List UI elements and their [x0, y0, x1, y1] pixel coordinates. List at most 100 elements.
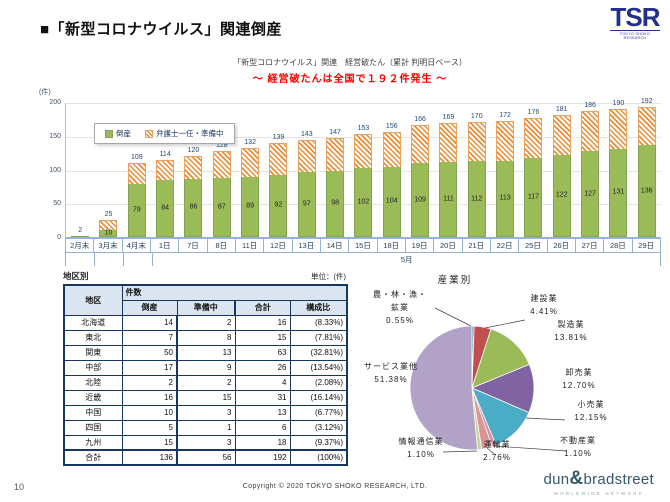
bar-stack: 113 — [496, 120, 515, 237]
y-axis-unit-label: (件) — [39, 89, 51, 96]
region-table-corner-header: 地区 — [63, 284, 123, 316]
bar-column: 109 79 — [123, 154, 151, 237]
region-table: 地区 件数 倒産 準備中 合計 構成比 北海道 14 2 16 (8.33%) 東北 7 8 1… — [63, 284, 348, 466]
bar-value-label: 122 — [555, 191, 568, 199]
table-cell: 31 — [234, 389, 291, 406]
bar-total-label: 190 — [612, 99, 625, 107]
table-cell: 192 — [234, 449, 291, 466]
pie-chart-title: 産業別 — [437, 275, 473, 286]
x-axis-label: 26日 — [546, 238, 575, 253]
bar-segment-junbichuu — [524, 118, 543, 159]
bar-column: 192 136 — [633, 98, 661, 237]
table-cell: 近畿 — [63, 389, 123, 406]
bar-column: 166 109 — [406, 116, 434, 237]
table-cell: 136 — [121, 449, 178, 466]
month-row-spacer — [65, 253, 94, 266]
bar-segment-tousan: 84 — [156, 180, 175, 237]
bar-column: 147 98 — [321, 129, 349, 237]
bar-segment-junbichuu — [354, 133, 373, 169]
bar-total-label: 25 — [104, 211, 113, 219]
bar-total-label: 169 — [442, 113, 455, 121]
pie-leader-line — [493, 445, 568, 452]
bar-value-label: 98 — [331, 199, 340, 207]
bar-total-label: 132 — [244, 138, 256, 146]
pie-label-pct: 1.10% — [564, 449, 592, 458]
bar-segment-tousan: 113 — [496, 160, 515, 237]
bar-total-label: 143 — [300, 131, 313, 139]
bar-value-label: 87 — [217, 203, 226, 211]
dnb-logo-text: dun&bradstreet — [543, 468, 654, 489]
bar-column: 2 — [66, 227, 94, 237]
month-row-spacer — [94, 253, 123, 266]
table-cell: 16 — [121, 389, 178, 406]
tsr-logo-subtext: TOKYO SHOKO RESEARCH — [610, 30, 660, 40]
table-row: 東北 7 8 15 (7.81%) — [63, 329, 348, 346]
table-cell: 九州 — [63, 434, 123, 451]
table-row: 近畿 16 15 31 (16.14%) — [63, 389, 348, 406]
page-number: 10 — [14, 482, 25, 492]
bar-total-label: 2 — [78, 226, 83, 234]
bar-stack: 136 — [637, 107, 656, 237]
bar-value-label: 136 — [640, 187, 653, 195]
x-axis-label: 12日 — [263, 238, 292, 253]
table-cell: 10 — [121, 404, 178, 421]
bar-segment-tousan: 109 — [411, 163, 430, 237]
bar-value-label: 10 — [104, 229, 113, 237]
table-cell: 8 — [176, 329, 236, 346]
bar-segment-tousan: 79 — [127, 183, 146, 237]
bar-stack — [71, 235, 90, 237]
table-cell: (32.81%) — [289, 344, 348, 361]
bar-segment-junbichuu — [297, 140, 316, 172]
region-table-section: 地区別 単位：(件) 地区 件数 倒産 準備中 合計 構成比 北海道 14 2 16(… — [63, 270, 348, 466]
region-table-title: 地区別 — [63, 271, 89, 281]
x-axis-label: 4月末 — [121, 238, 150, 253]
bar-stack: 104 — [382, 131, 401, 237]
pie-label-pct: 4.41% — [530, 307, 558, 316]
bar-segment-tousan: 98 — [326, 170, 345, 237]
table-cell: 6 — [234, 419, 291, 436]
pie-label-pct: 1.10% — [407, 450, 435, 459]
pie-label-pct: 2.76% — [483, 453, 511, 462]
x-axis-label: 28日 — [603, 238, 632, 253]
pie-slice-label: 建設業 4.41% — [530, 292, 558, 318]
bar-stack: 84 — [156, 160, 175, 237]
bar-stack: 10 — [99, 220, 118, 237]
x-axis-label: 20日 — [433, 238, 462, 253]
bar-segment-junbichuu — [382, 131, 401, 167]
x-axis-label: 18日 — [376, 238, 405, 253]
bar-stack: 117 — [524, 118, 543, 237]
bars: 2 25 10 109 79 114 84 120 86 128 87 132 89 139 92 143 97… — [66, 98, 661, 237]
bar-stack: 98 — [326, 137, 345, 237]
bar-stack: 87 — [212, 150, 231, 237]
table-cell: 中国 — [63, 404, 123, 421]
copyright-text: Copyright © 2020 TOKYO SHOKO RESEARCH, L… — [242, 483, 428, 490]
bar-value-label: 117 — [527, 193, 539, 201]
bar-value-label: 86 — [189, 203, 198, 211]
table-cell: 9 — [176, 359, 236, 376]
bar-column: 139 92 — [264, 134, 292, 237]
bar-column: 176 117 — [519, 109, 547, 237]
pie-leader-line — [486, 447, 495, 455]
bar-segment-junbichuu — [411, 124, 430, 164]
x-axis-label: 8日 — [206, 238, 235, 253]
bar-column: 25 10 — [94, 211, 122, 237]
pie-label-pct: 12.70% — [562, 381, 596, 390]
x-axis-month-label: 5月 — [152, 253, 661, 266]
bar-total-label: 109 — [130, 154, 143, 162]
bar-total-label: 166 — [414, 115, 426, 123]
table-cell: 16 — [234, 314, 291, 331]
bar-value-label: 111 — [443, 195, 454, 203]
bar-value-label: 89 — [246, 202, 255, 210]
bar-segment-junbichuu — [467, 122, 486, 162]
table-row: 北海道 14 2 16 (8.33%) — [63, 314, 348, 331]
bar-chart: 「新型コロナウイルス」関連 経営破たん（累計 判明日ベース） ～ 経営破たんは全… — [35, 57, 665, 269]
bar-column: 172 113 — [491, 112, 519, 237]
legend-label-junbichuu: 弁護士一任・準備中 — [156, 129, 224, 138]
x-axis-label: 3月末 — [93, 238, 122, 253]
region-table-unit: 単位：(件) — [311, 272, 346, 281]
x-axis-label: 22日 — [489, 238, 519, 253]
pie-slice-label: サービス業他 51.38% — [364, 360, 418, 386]
table-row: 北陸 2 2 4 (2.08%) — [63, 374, 348, 391]
bar-total-label: 128 — [215, 141, 228, 149]
table-cell: 7 — [121, 329, 178, 346]
